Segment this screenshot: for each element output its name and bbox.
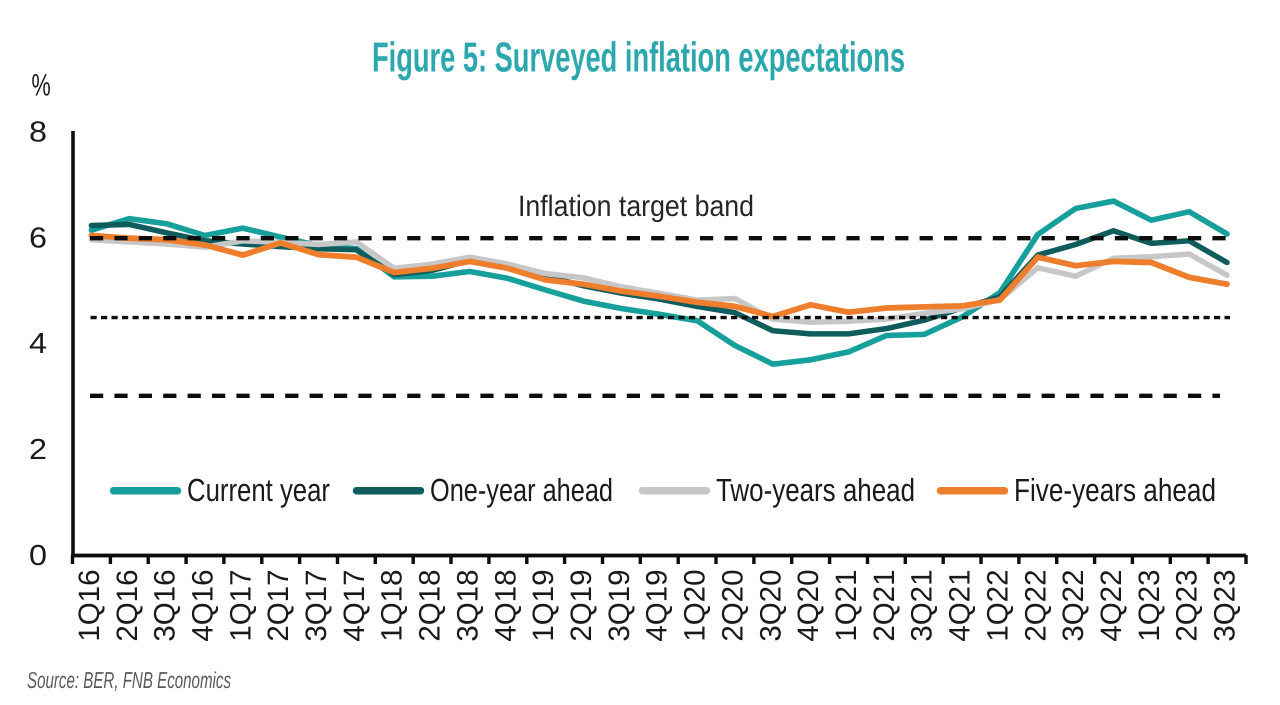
svg-text:4Q16: 4Q16 [187,570,220,642]
svg-text:3Q20: 3Q20 [754,570,787,642]
svg-text:Current year: Current year [187,472,330,508]
svg-text:4Q17: 4Q17 [338,570,371,642]
svg-text:2Q22: 2Q22 [1019,570,1052,642]
svg-text:Five-years ahead: Five-years ahead [1014,472,1216,508]
svg-text:3Q16: 3Q16 [149,570,182,642]
svg-text:Inflation target band: Inflation target band [518,190,754,223]
svg-text:1Q21: 1Q21 [830,570,863,642]
svg-text:%: % [32,68,51,103]
svg-text:One-year ahead: One-year ahead [430,472,613,508]
svg-text:Figure 5: Surveyed inflation e: Figure 5: Surveyed inflation expectation… [372,34,905,81]
svg-text:1Q20: 1Q20 [679,570,712,642]
svg-text:1Q23: 1Q23 [1133,570,1166,642]
svg-text:2Q23: 2Q23 [1171,570,1204,642]
svg-text:Two-years ahead: Two-years ahead [716,472,915,508]
svg-text:6: 6 [29,222,47,254]
svg-text:0: 0 [29,540,47,572]
svg-text:4Q22: 4Q22 [1095,570,1128,642]
svg-text:3Q23: 3Q23 [1209,570,1242,642]
svg-text:3Q17: 3Q17 [300,570,333,642]
svg-text:1Q17: 1Q17 [224,570,257,642]
svg-text:3Q22: 3Q22 [1057,570,1090,642]
svg-text:1Q22: 1Q22 [981,570,1014,642]
svg-text:2Q18: 2Q18 [414,570,447,642]
svg-text:3Q21: 3Q21 [906,570,939,642]
svg-text:2Q21: 2Q21 [868,570,901,642]
svg-text:2Q16: 2Q16 [111,570,144,642]
svg-text:4: 4 [29,328,47,360]
svg-text:2: 2 [29,434,47,466]
svg-text:2Q20: 2Q20 [716,570,749,642]
svg-text:1Q16: 1Q16 [73,570,106,642]
svg-text:4Q18: 4Q18 [489,570,522,642]
svg-text:4Q21: 4Q21 [944,570,977,642]
svg-text:Source: BER, FNB Economics: Source: BER, FNB Economics [27,667,231,693]
svg-text:3Q19: 3Q19 [603,570,636,642]
svg-text:2Q17: 2Q17 [262,570,295,642]
svg-text:1Q19: 1Q19 [527,570,560,642]
svg-text:2Q19: 2Q19 [565,570,598,642]
svg-text:4Q20: 4Q20 [792,570,825,642]
svg-text:1Q18: 1Q18 [376,570,409,642]
svg-text:8: 8 [29,117,47,149]
svg-text:3Q18: 3Q18 [451,570,484,642]
svg-text:4Q19: 4Q19 [641,570,674,642]
